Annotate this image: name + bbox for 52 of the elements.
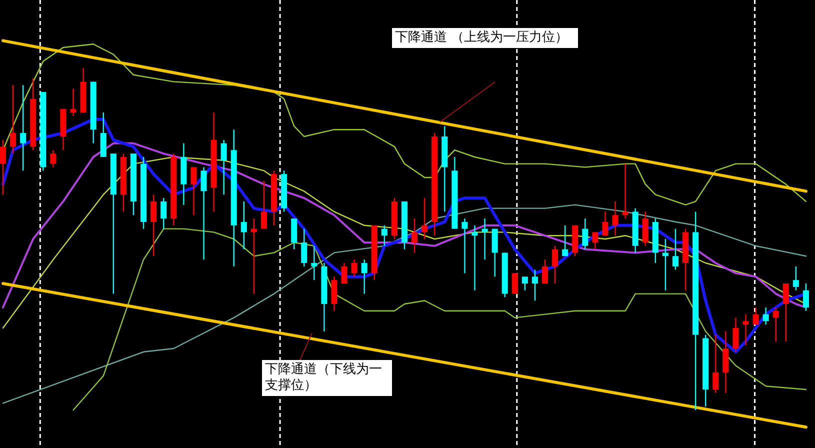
candlestick (422, 197, 428, 240)
candlestick (412, 218, 418, 254)
candlestick (160, 197, 167, 230)
candlestick (20, 84, 26, 172)
candlestick (190, 166, 197, 216)
candlestick (260, 180, 267, 230)
candlestick (762, 306, 769, 326)
candlestick (351, 258, 358, 278)
candlestick (552, 245, 558, 284)
candlestick (50, 150, 56, 168)
candlestick (582, 218, 588, 250)
annotation: 下降通道（下线为一支撑位） (262, 360, 392, 396)
candlestick (200, 166, 207, 260)
candlestick (361, 258, 368, 294)
candlestick (10, 84, 16, 154)
candlestick (522, 276, 528, 291)
candlestick (772, 306, 779, 342)
candlestick (782, 282, 789, 342)
candlestick (752, 306, 759, 326)
candlestick (100, 112, 106, 158)
candlestick (512, 272, 518, 294)
candlestick (592, 232, 598, 250)
candlestick (331, 276, 338, 312)
candlestick (291, 218, 298, 250)
candlestick (492, 228, 498, 278)
candlestick (220, 139, 227, 196)
candlestick (462, 218, 468, 274)
candlestick (341, 262, 348, 284)
candlestick (742, 314, 749, 346)
candlestick (712, 334, 719, 394)
candlestick (672, 228, 678, 270)
candlestick (381, 224, 388, 246)
candlestick (662, 238, 668, 291)
text: 下降通道 （上线为一压力位） (392, 28, 578, 48)
candlestick (311, 245, 318, 281)
candlestick (792, 266, 799, 291)
candlestick (301, 228, 308, 268)
candlestick (70, 88, 76, 117)
candlestick (472, 224, 478, 291)
candlestick (240, 200, 247, 250)
candlestick (532, 269, 538, 302)
candlestick (0, 139, 6, 196)
candlestick (722, 330, 729, 394)
candlestick (622, 163, 628, 220)
candlestick (612, 200, 618, 236)
candlestick (802, 282, 809, 312)
candlestick (732, 317, 739, 352)
candlestick (642, 211, 648, 246)
candlestick (562, 224, 568, 257)
candlestick (150, 194, 157, 257)
candlestick (602, 211, 608, 236)
candlestick (542, 258, 548, 284)
